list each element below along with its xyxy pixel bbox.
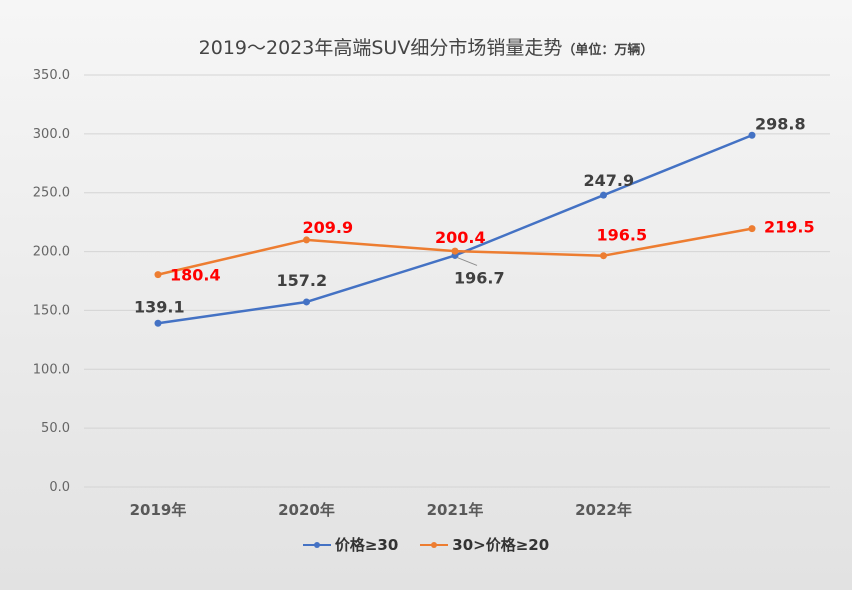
legend-swatch-series-2 xyxy=(420,540,449,550)
x-tick-label: 2021年 xyxy=(427,501,484,519)
data-label: 247.9 xyxy=(584,171,635,190)
data-point xyxy=(600,252,607,260)
chart-title: 2019～2023年高端SUV细分市场销量走势（单位：万辆） xyxy=(0,33,852,60)
data-point xyxy=(154,271,162,279)
legend-swatch-series-1 xyxy=(302,540,331,550)
x-tick-label: 2019年 xyxy=(130,501,187,519)
data-point xyxy=(748,225,756,233)
data-label: 298.8 xyxy=(755,114,806,133)
data-point xyxy=(154,319,162,327)
data-label: 219.5 xyxy=(764,218,815,237)
data-label: 196.7 xyxy=(454,268,505,287)
legend: 价格≥30 30>价格≥20 xyxy=(0,534,852,555)
leader-line xyxy=(456,256,478,266)
chart-title-main: 2019～2023年高端SUV细分市场销量走势 xyxy=(198,37,563,59)
data-label: 200.4 xyxy=(435,228,486,247)
data-label: 157.2 xyxy=(277,271,328,290)
y-tick-label: 100.0 xyxy=(33,362,70,377)
legend-label-series-2: 30>价格≥20 xyxy=(452,536,550,554)
data-label: 196.5 xyxy=(597,226,648,245)
chart-title-unit: （单位：万辆） xyxy=(562,43,654,58)
data-point xyxy=(303,236,310,244)
legend-label-series-1: 价格≥30 xyxy=(334,536,399,554)
x-tick-label: 2020年 xyxy=(278,501,335,519)
data-label: 209.9 xyxy=(303,218,354,237)
y-tick-label: 150.0 xyxy=(33,303,70,318)
data-point xyxy=(748,131,756,139)
legend-item-series-2: 30>价格≥20 xyxy=(420,534,549,555)
data-label: 180.4 xyxy=(170,266,221,285)
y-tick-label: 0.0 xyxy=(49,480,70,495)
data-point xyxy=(303,298,310,306)
y-tick-label: 300.0 xyxy=(33,127,70,142)
data-point xyxy=(451,247,459,255)
data-label: 139.1 xyxy=(134,297,185,316)
y-tick-label: 50.0 xyxy=(41,421,70,436)
x-tick-label: 2022年 xyxy=(575,501,632,519)
y-tick-label: 200.0 xyxy=(33,245,70,260)
y-tick-label: 250.0 xyxy=(33,186,70,201)
legend-item-series-1: 价格≥30 xyxy=(302,534,399,555)
data-point xyxy=(600,191,607,199)
y-tick-label: 350.0 xyxy=(33,68,70,83)
